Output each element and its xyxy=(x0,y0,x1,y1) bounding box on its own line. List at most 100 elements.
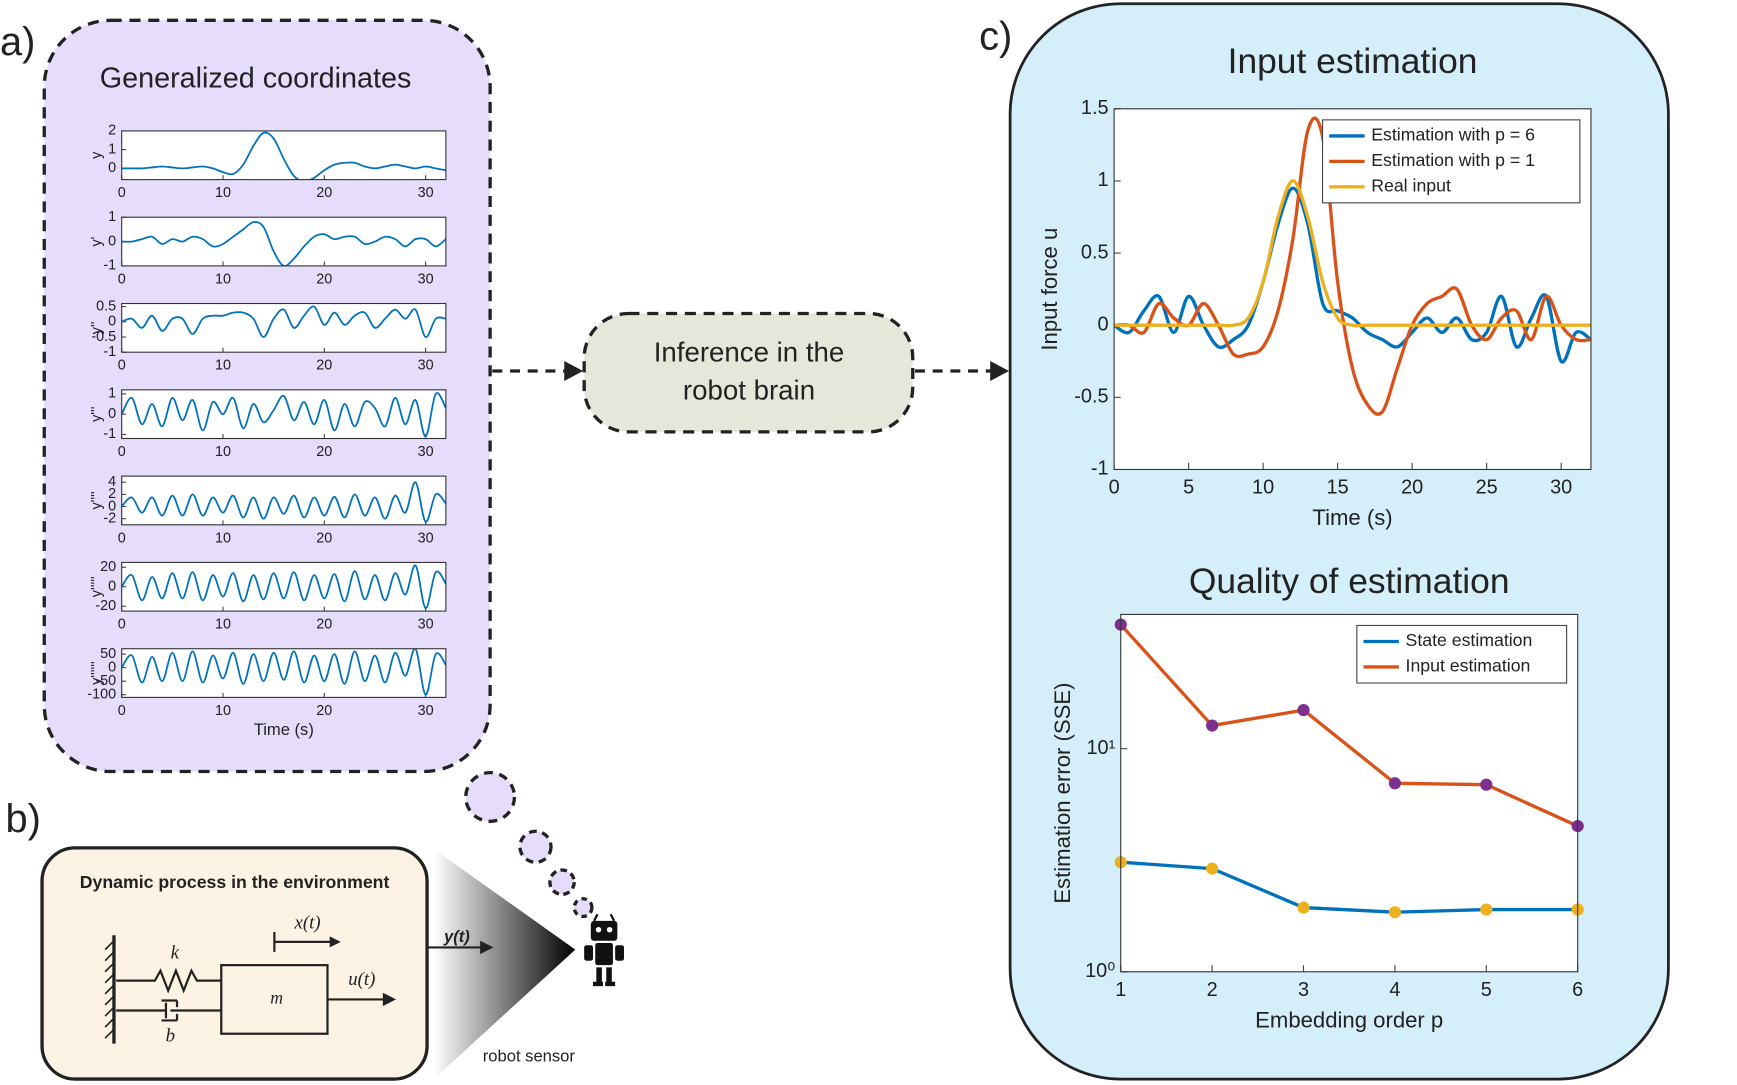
legend-label: State estimation xyxy=(1406,630,1533,650)
legend-label: Estimation with p = 6 xyxy=(1371,125,1535,145)
x-tick-label: 20 xyxy=(316,185,332,201)
x-tick-label: 10 xyxy=(215,703,231,719)
damper xyxy=(116,999,222,1022)
x-tick-label: 4 xyxy=(1389,979,1400,1001)
process-title: Dynamic process in the environment xyxy=(80,872,390,892)
legend-box xyxy=(1322,119,1581,204)
data-line xyxy=(121,221,446,266)
x-tick-label: 20 xyxy=(316,358,332,374)
y-tick-label: 2 xyxy=(108,486,116,502)
y-tick-label: 20 xyxy=(100,559,116,575)
y-tick-label: 0 xyxy=(108,659,116,675)
x-tick-label: 25 xyxy=(1476,477,1498,499)
arrow-head xyxy=(329,936,341,948)
axes-frame xyxy=(121,302,447,353)
output-label: y(t) xyxy=(443,927,470,946)
y-tick-label: -0.5 xyxy=(91,329,116,345)
sensor-label: robot sensor xyxy=(483,1046,576,1065)
y-axis-label: y'' xyxy=(89,321,105,334)
plot-area xyxy=(121,389,446,439)
y-tick-label: -2 xyxy=(103,511,116,527)
axes-frame xyxy=(121,648,447,698)
y-axis-label: y'''''' xyxy=(89,661,105,685)
data-point xyxy=(1206,862,1219,875)
x-tick-label: 3 xyxy=(1298,979,1309,1001)
y-tick-label: 2 xyxy=(108,123,116,139)
x-tick-label: 20 xyxy=(316,530,332,546)
arrow-head xyxy=(480,940,494,955)
x-tick-label: 30 xyxy=(418,271,434,287)
data-point xyxy=(1388,906,1401,919)
inference-box xyxy=(582,311,915,434)
damper-label: b xyxy=(166,1025,175,1046)
panel-label: c) xyxy=(979,15,1012,59)
axes-frame xyxy=(121,216,447,267)
x-axis-label: Time (s) xyxy=(254,720,314,739)
position-label: x(t) xyxy=(294,913,321,934)
y-axis-label: y' xyxy=(89,236,105,246)
y-tick-label: -100 xyxy=(87,686,116,702)
axes-frame xyxy=(1120,613,1579,973)
y-tick-label: 0 xyxy=(108,160,116,176)
x-tick-label: 0 xyxy=(118,185,126,201)
legend-label: Input estimation xyxy=(1406,656,1531,676)
y-tick-label: -50 xyxy=(95,673,116,689)
x-tick-label: 30 xyxy=(418,703,434,719)
data-line xyxy=(1114,186,1591,364)
data-line xyxy=(121,305,446,338)
x-tick-label: 20 xyxy=(316,703,332,719)
y-tick-label: 0 xyxy=(108,498,116,514)
data-line xyxy=(121,131,446,180)
y-tick-label: -1 xyxy=(103,258,116,274)
x-tick-label: 0 xyxy=(118,703,126,719)
data-point xyxy=(1297,901,1310,914)
position-arrow xyxy=(273,931,336,952)
sensor-cone xyxy=(433,848,576,1080)
x-tick-label: 30 xyxy=(418,617,434,633)
y-tick-label: -0.5 xyxy=(1074,386,1108,408)
y-tick-label: 10⁰ xyxy=(1085,960,1115,982)
y-axis-label: y xyxy=(89,151,105,159)
x-tick-label: 5 xyxy=(1481,979,1492,1001)
x-tick-label: 15 xyxy=(1327,477,1349,499)
inference-text: robot brain xyxy=(683,374,815,405)
panel-label: a) xyxy=(0,20,35,64)
axes-frame xyxy=(121,561,447,612)
x-axis-label: Time (s) xyxy=(1312,505,1392,530)
y-tick-label: -20 xyxy=(95,598,116,614)
plot-area xyxy=(121,648,446,698)
arrow-head xyxy=(564,361,584,381)
x-tick-label: 20 xyxy=(316,444,332,460)
y-tick-label: 0.5 xyxy=(1081,241,1109,263)
y-tick-label: 50 xyxy=(100,646,116,662)
x-tick-label: 10 xyxy=(215,530,231,546)
data-point xyxy=(1297,703,1310,717)
y-tick-label: 1 xyxy=(108,141,116,157)
x-tick-label: 0 xyxy=(118,444,126,460)
y-tick-label: 0 xyxy=(108,314,116,330)
y-tick-label: 1 xyxy=(1098,169,1109,191)
spring xyxy=(116,967,222,994)
legend-box xyxy=(1356,624,1568,684)
y-axis-label: Estimation error (SSE) xyxy=(1050,683,1075,904)
data-line xyxy=(121,564,446,610)
data-line xyxy=(121,648,446,696)
axes-frame xyxy=(121,130,447,181)
axes-frame xyxy=(1113,108,1592,471)
y-tick-label: 1.5 xyxy=(1081,97,1109,119)
x-tick-label: 20 xyxy=(316,271,332,287)
y-tick-label: -1 xyxy=(1091,458,1109,480)
legend-label: Real input xyxy=(1371,175,1451,195)
x-tick-label: 0 xyxy=(118,271,126,287)
thought-bubble xyxy=(518,829,553,864)
y-tick-label: 10¹ xyxy=(1086,737,1115,759)
data-line xyxy=(1114,116,1591,416)
thought-bubble xyxy=(548,868,576,896)
x-tick-label: 2 xyxy=(1207,979,1218,1001)
data-line xyxy=(121,481,446,523)
y-axis-label: y''''' xyxy=(89,576,105,597)
data-point xyxy=(1480,903,1493,916)
data-line xyxy=(1120,860,1578,914)
